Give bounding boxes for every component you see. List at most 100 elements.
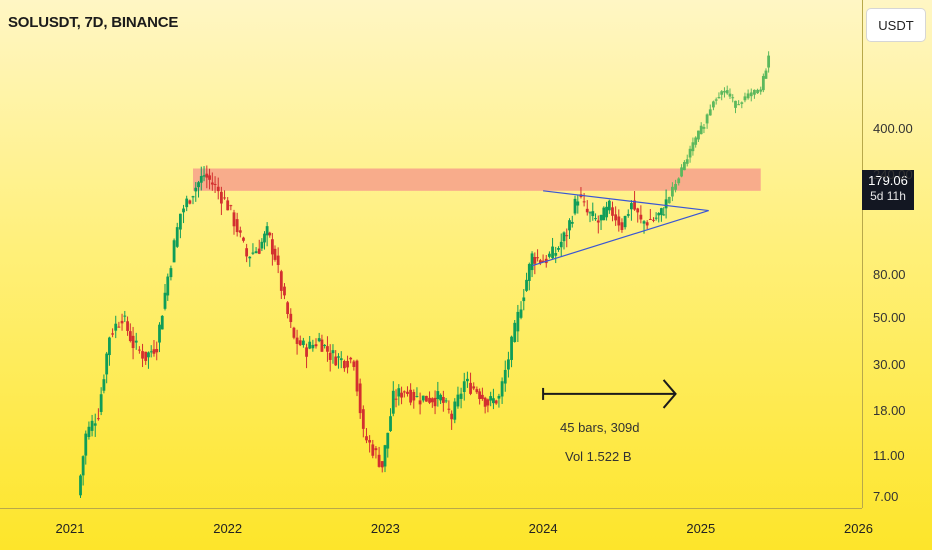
candle-body <box>137 349 141 351</box>
candle-body <box>483 397 487 407</box>
projection-candle <box>674 184 677 190</box>
candle-body <box>328 352 332 360</box>
candle-body <box>494 400 498 404</box>
candle-body <box>565 235 569 237</box>
candle-body <box>588 212 592 214</box>
projection-candle <box>731 97 735 99</box>
candle-body <box>453 401 457 420</box>
candle-body <box>326 346 329 352</box>
candle-body <box>131 335 135 349</box>
candle-body <box>90 420 94 431</box>
candle-body <box>155 348 159 353</box>
x-tick-label: 2026 <box>844 521 873 536</box>
candle-body <box>599 214 603 221</box>
candle-body <box>108 337 111 356</box>
candle-body <box>510 336 513 360</box>
projection-candle <box>708 109 712 116</box>
candle-body <box>519 309 523 318</box>
candle-body <box>245 248 249 257</box>
candle-body <box>205 173 209 178</box>
candle-body <box>456 394 460 407</box>
candle-body <box>415 395 419 397</box>
symbol-title: SOLUSDT, 7D, BINANCE <box>8 14 179 31</box>
x-tick-label: 2025 <box>686 521 716 536</box>
candle-body <box>337 356 340 358</box>
candle-body <box>605 206 608 218</box>
candle-body <box>630 203 633 210</box>
y-tick-label: 80.00 <box>873 267 906 283</box>
candle-body <box>607 200 611 211</box>
candle-body <box>305 347 308 357</box>
candle-body <box>346 360 349 368</box>
candle-body <box>199 176 203 183</box>
candle-body <box>301 340 305 346</box>
candle-body <box>283 286 286 296</box>
candle-body <box>573 198 577 214</box>
candle-body <box>433 397 437 407</box>
candle-body <box>117 326 121 328</box>
candle-body <box>626 214 630 216</box>
candle-body <box>87 426 91 438</box>
projection-candle <box>728 93 732 97</box>
projection-candle <box>671 186 674 197</box>
candle-body <box>525 279 528 291</box>
candle-body <box>126 321 129 331</box>
candle-body <box>447 408 451 410</box>
candle-body <box>557 248 560 250</box>
projection-candle <box>717 97 721 99</box>
candle-body <box>652 219 655 221</box>
x-tick-label: 2023 <box>370 521 400 536</box>
currency-button[interactable]: USDT <box>866 8 926 42</box>
candle-body <box>507 359 510 370</box>
projection-candle <box>761 76 765 91</box>
candle-body <box>497 395 501 399</box>
candle-body <box>320 339 324 352</box>
projection-candle <box>694 137 698 145</box>
projection-candle <box>691 142 695 152</box>
candle-body <box>428 397 431 403</box>
candle-body <box>389 416 392 432</box>
candle-body <box>406 391 409 394</box>
candle-body <box>229 205 233 207</box>
projection-candle <box>682 161 686 171</box>
candle-body <box>472 386 476 389</box>
candle-body <box>105 353 109 375</box>
candle-body <box>374 448 378 451</box>
candle-body <box>175 227 179 247</box>
candle-body <box>380 461 384 468</box>
time-axis[interactable] <box>0 508 862 509</box>
candle-body <box>84 433 88 456</box>
candle-body <box>219 191 223 204</box>
candle-body <box>522 297 526 302</box>
candle-body <box>475 389 479 393</box>
current-price-label: 179.06 5d 11h <box>862 170 914 210</box>
candle-body <box>591 211 595 217</box>
candle-body <box>172 240 176 263</box>
candle-body <box>648 218 652 220</box>
candle-body <box>270 239 274 255</box>
candle-body <box>425 395 428 402</box>
candle-body <box>444 400 448 402</box>
candle-body <box>358 383 362 414</box>
candle-body <box>636 208 640 213</box>
candle-body <box>355 360 359 392</box>
candle-body <box>163 292 167 309</box>
candle-body <box>226 200 230 211</box>
candle-body <box>368 440 372 443</box>
candle-body <box>466 378 469 382</box>
price-axis[interactable] <box>862 0 932 508</box>
candle-body <box>254 251 258 254</box>
candle-body <box>576 201 580 206</box>
candle-body <box>152 349 156 354</box>
candle-body <box>182 208 185 213</box>
candle-body <box>554 253 558 256</box>
candle-body <box>141 351 144 359</box>
candle-body <box>386 432 390 449</box>
candle-body <box>311 344 315 349</box>
candle-body <box>492 398 495 404</box>
candle-body <box>93 423 97 426</box>
projection-candle <box>749 92 753 97</box>
candle-body <box>134 340 138 343</box>
